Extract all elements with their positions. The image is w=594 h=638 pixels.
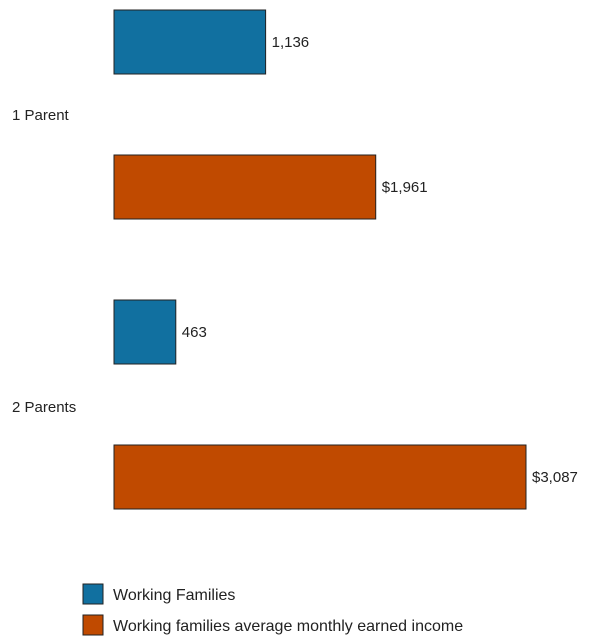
bars-group: 1,136 $1,961 463 $3,087 [113, 9, 578, 510]
data-label-1-parent-series-1: 1,136 [272, 34, 310, 51]
legend: Working Families Working families averag… [82, 583, 463, 636]
category-label-1-parent: 1 Parent [12, 107, 70, 124]
data-label-1-parent-series-2: $1,961 [382, 179, 428, 196]
data-label-2-parents-series-1: 463 [182, 324, 207, 341]
legend-label-average-monthly-income: Working families average monthly earned … [113, 618, 463, 635]
legend-swatch-average-monthly-income [82, 614, 104, 636]
data-label-2-parents-series-2: $3,087 [532, 469, 578, 486]
legend-swatch-working-families [82, 583, 104, 605]
bar-1-parent-series-1 [113, 9, 267, 75]
bar-2-parents-series-2 [113, 444, 527, 510]
category-label-2-parents: 2 Parents [12, 399, 76, 416]
bar-2-parents-series-1 [113, 299, 177, 365]
legend-label-working-families: Working Families [113, 587, 235, 604]
bar-1-parent-series-2 [113, 154, 377, 220]
category-labels: 1 Parent 2 Parents [12, 107, 76, 416]
